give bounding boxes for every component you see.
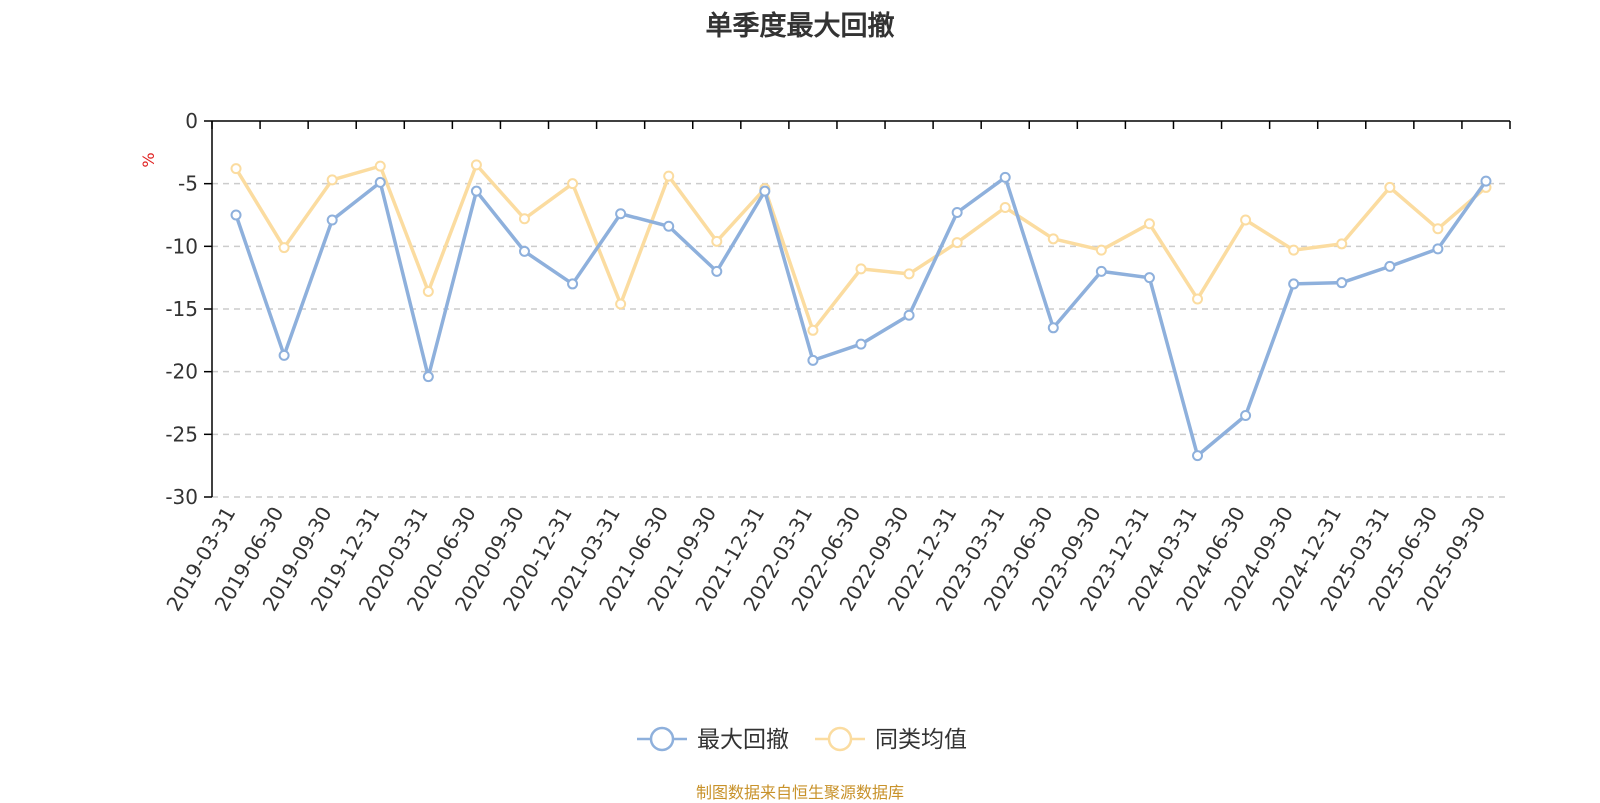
y-axis-unit-label: % (139, 152, 158, 167)
data-point (1240, 214, 1252, 226)
data-point (1480, 175, 1492, 187)
data-point (663, 220, 675, 232)
y-tick-label: -10 (165, 234, 198, 258)
data-point (807, 354, 819, 366)
legend-label: 同类均值 (875, 727, 967, 753)
data-point (1047, 322, 1059, 334)
data-point (470, 159, 482, 171)
data-point (422, 285, 434, 297)
data-point (903, 268, 915, 280)
data-point (1336, 277, 1348, 289)
legend-marker-icon (827, 726, 853, 752)
data-point (1336, 238, 1348, 250)
data-point (567, 278, 579, 290)
data-point (470, 185, 482, 197)
data-point (711, 265, 723, 277)
data-point (1047, 233, 1059, 245)
data-point (518, 245, 530, 257)
data-point (278, 349, 290, 361)
legend-marker-icon (649, 726, 675, 752)
data-point (1143, 218, 1155, 230)
y-tick-label: 0 (185, 109, 198, 133)
y-tick-label: -30 (165, 485, 198, 509)
y-tick-label: -25 (165, 422, 198, 446)
legend[interactable]: 最大回撤 同类均值 (637, 726, 967, 753)
data-point (567, 178, 579, 190)
data-point (951, 237, 963, 249)
data-point (999, 201, 1011, 213)
data-point (326, 174, 338, 186)
data-point (1288, 244, 1300, 256)
data-point (230, 163, 242, 175)
series-1 (230, 171, 1492, 462)
data-point (278, 242, 290, 254)
source-note: 制图数据来自恒生聚源数据库 (695, 783, 904, 802)
legend-label: 最大回撤 (697, 727, 789, 753)
data-point (999, 171, 1011, 183)
data-point (518, 213, 530, 225)
series-line (234, 175, 1488, 458)
y-tick-label: -5 (178, 172, 198, 196)
data-point (230, 209, 242, 221)
data-point (807, 324, 819, 336)
data-point (374, 176, 386, 188)
y-tick-label: -15 (165, 297, 198, 321)
data-point (951, 206, 963, 218)
data-point (855, 263, 867, 275)
data-point (759, 185, 771, 197)
legend-item-2[interactable]: 同类均值 (815, 726, 967, 753)
data-point (422, 371, 434, 383)
data-point (1143, 272, 1155, 284)
series-2 (230, 159, 1492, 336)
chart-title: 单季度最大回撤 (705, 11, 895, 42)
data-point (855, 338, 867, 350)
data-point (903, 309, 915, 321)
data-point (1288, 278, 1300, 290)
data-point (1432, 243, 1444, 255)
data-point (711, 235, 723, 247)
data-point (615, 298, 627, 310)
data-point (1095, 244, 1107, 256)
data-point (1240, 410, 1252, 422)
data-point (1095, 265, 1107, 277)
data-point (1384, 260, 1396, 272)
data-point (663, 170, 675, 182)
data-point (1192, 293, 1204, 305)
data-point (615, 208, 627, 220)
data-point (374, 160, 386, 172)
data-point (1432, 223, 1444, 235)
legend-item-1[interactable]: 最大回撤 (637, 726, 789, 753)
y-tick-label: -20 (165, 360, 198, 384)
series-lines (230, 159, 1492, 462)
data-point (1192, 450, 1204, 462)
data-point (1384, 181, 1396, 193)
data-point (326, 214, 338, 226)
axes: 0-5-10-15-20-25-302019-03-312019-06-3020… (161, 109, 1511, 615)
